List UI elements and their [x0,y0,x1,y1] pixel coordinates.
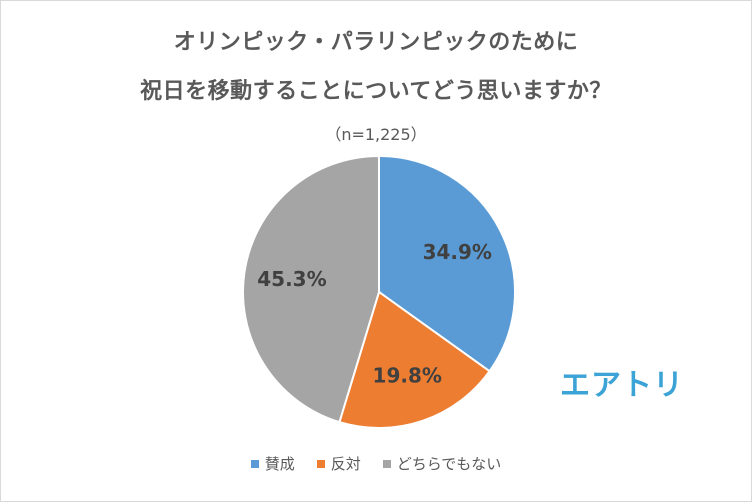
brand-logo: エアトリ [560,368,684,403]
chart-title-line2: 祝日を移動することについてどう思いますか？ [140,79,612,104]
chart-title-line1: オリンピック・パラリンピックのために [173,30,579,55]
pie-slice-1 [338,290,491,429]
legend-item-1: 反対 [316,453,361,474]
legend-label-0: 賛成 [264,455,295,473]
data-label-0: 34.9% [423,240,492,264]
legend-swatch-0 [250,459,259,468]
legend-item-0: 賛成 [250,453,295,474]
data-label-1: 19.8% [373,363,442,387]
legend-swatch-2 [382,459,391,468]
pie-slice-0 [378,154,516,373]
pie-slice-2 [242,154,380,424]
legend-swatch-1 [316,459,325,468]
legend-item-2: どちらでもない [382,453,502,474]
chart-subtitle: （n=1,225） [325,125,427,144]
legend-label-2: どちらでもない [396,455,502,473]
data-label-2: 45.3% [257,267,326,291]
legend-label-1: 反対 [330,455,361,473]
legend: 賛成 反対 どちらでもない [0,453,752,474]
